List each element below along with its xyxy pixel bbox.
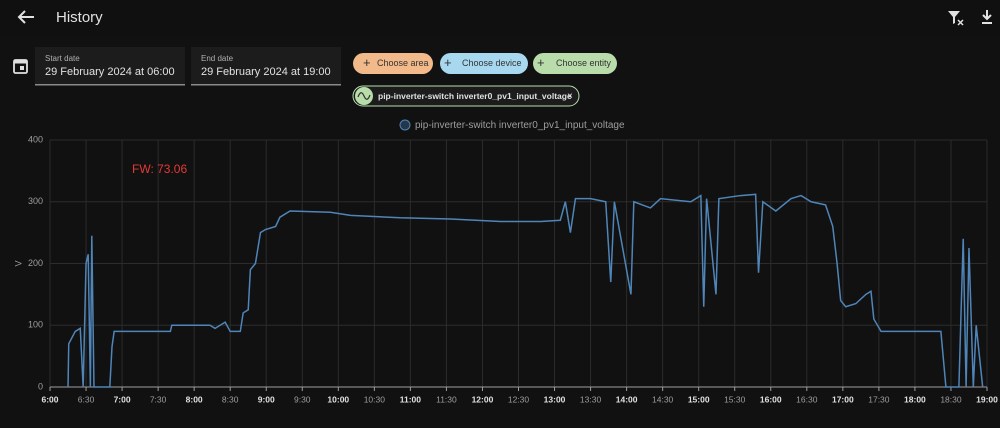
x-tick-label: 18:30: [940, 394, 962, 404]
x-tick-label: 13:30: [580, 394, 602, 404]
y-tick-label: 100: [28, 320, 43, 330]
back-button[interactable]: [17, 10, 34, 24]
x-tick-label: 9:00: [258, 394, 275, 404]
calendar-icon: [13, 59, 28, 74]
svg-text:+: +: [444, 55, 452, 70]
remove-button[interactable]: ×: [567, 91, 573, 102]
annotation: FW: 73.06: [132, 162, 187, 176]
x-tick-label: 12:30: [508, 394, 530, 404]
page-title: History: [56, 9, 103, 26]
x-tick-label: 10:30: [364, 394, 386, 404]
legend-swatch: [399, 119, 411, 131]
x-tick-label: 16:30: [796, 394, 818, 404]
chip-label: pip-inverter-switch inverter0_pv1_input_…: [378, 91, 572, 101]
app-header: [0, 0, 1000, 36]
svg-text:+: +: [537, 55, 545, 70]
x-tick-label: 17:30: [868, 394, 890, 404]
choose-device-chip[interactable]: + Choose device: [440, 53, 528, 74]
x-tick-label: 14:00: [616, 394, 638, 404]
start-date-field[interactable]: Start date 29 February 2024 at 06:00: [35, 47, 185, 86]
choose-area-chip[interactable]: + Choose area: [353, 53, 433, 74]
x-tick-label: 14:30: [652, 394, 674, 404]
x-tick-label: 7:00: [114, 394, 131, 404]
x-tick-label: 15:30: [724, 394, 746, 404]
selected-entity-chip[interactable]: pip-inverter-switch inverter0_pv1_input_…: [352, 85, 580, 107]
y-tick-label: 200: [28, 258, 43, 268]
clear-filter-button[interactable]: [948, 11, 964, 26]
field-value: 29 February 2024 at 06:00: [45, 66, 175, 78]
chip-label: Choose area: [377, 58, 429, 68]
x-tick-label: 8:00: [186, 394, 203, 404]
x-tick-label: 6:30: [78, 394, 95, 404]
x-tick-label: 15:00: [688, 394, 710, 404]
x-tick-label: 10:00: [327, 394, 349, 404]
y-tick-label: 300: [28, 196, 43, 206]
x-tick-label: 17:00: [832, 394, 854, 404]
chart: 0 100 200 300 400 6:00 6:30 7:00 7:30 8:00 8:30 9:0…: [13, 119, 998, 404]
x-tick-label: 7:30: [150, 394, 167, 404]
field-label: End date: [201, 54, 234, 63]
x-tick-label: 6:00: [41, 394, 58, 404]
x-tick-label: 11:00: [400, 394, 422, 404]
x-tick-label: 12:00: [472, 394, 494, 404]
series-line: [67, 193, 984, 388]
x-tick-label: 9:30: [294, 394, 311, 404]
y-tick-label: 400: [28, 134, 43, 144]
y-tick-label: 0: [38, 381, 43, 391]
x-tick-label: 18:00: [904, 394, 926, 404]
chip-label: Choose device: [462, 58, 522, 68]
x-tick-label: 16:00: [760, 394, 782, 404]
x-tick-label: 19:00: [976, 394, 998, 404]
field-label: Start date: [45, 54, 80, 63]
download-button[interactable]: [982, 10, 992, 24]
chip-label: Choose entity: [556, 58, 612, 68]
x-tick-label: 11:30: [436, 394, 457, 404]
x-tick-label: 13:00: [544, 394, 566, 404]
choose-entity-chip[interactable]: + Choose entity: [533, 53, 617, 74]
end-date-field[interactable]: End date 29 February 2024 at 19:00: [191, 47, 341, 86]
x-tick-label: 8:30: [222, 394, 239, 404]
field-value: 29 February 2024 at 19:00: [201, 66, 331, 78]
y-axis-label: V: [13, 260, 23, 266]
svg-text:+: +: [363, 55, 371, 70]
legend-label: pip-inverter-switch inverter0_pv1_input_…: [415, 120, 625, 131]
